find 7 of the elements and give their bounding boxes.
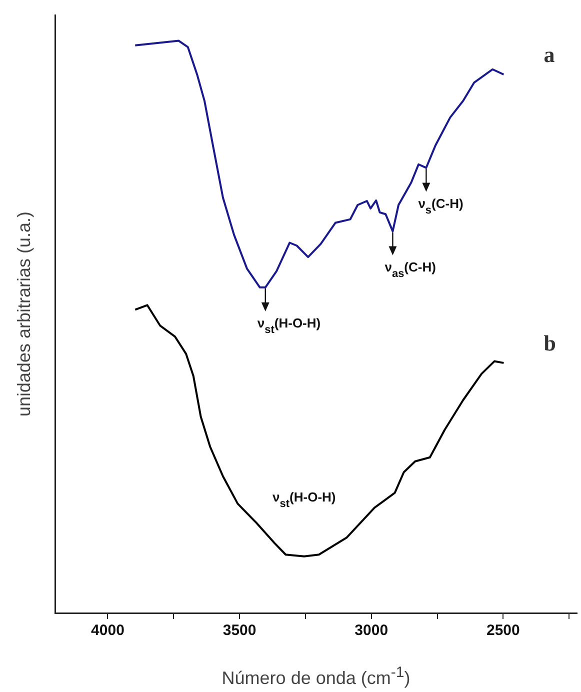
series-label: b <box>544 330 556 356</box>
x-tick-label: 3000 <box>354 622 388 640</box>
x-tick-label: 2500 <box>486 622 520 640</box>
x-tick-label: 3500 <box>222 622 256 640</box>
y-axis-title: unidades arbitrarias (u.a.) <box>14 211 34 417</box>
series-label: a <box>544 42 555 68</box>
x-tick-label: 4000 <box>91 622 124 640</box>
